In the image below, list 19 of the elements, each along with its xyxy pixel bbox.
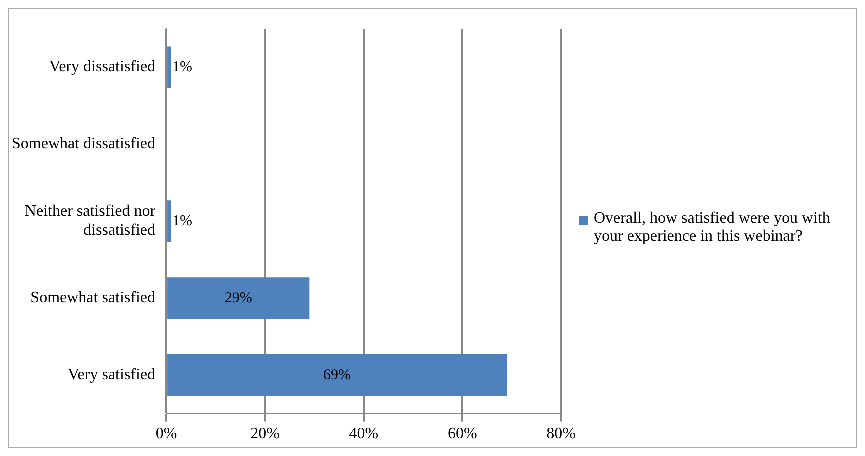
y-tick-label: Neither satisfied nor dissatisfied [24, 203, 156, 240]
y-tick-label: Somewhat satisfied [30, 290, 156, 307]
x-tick-label: 20% [250, 426, 280, 443]
x-tick-label: 40% [349, 426, 379, 443]
data-label: 1% [172, 59, 192, 76]
bar [168, 200, 172, 242]
legend-label: Overall, how satisfied were you with your experience in this webinar? [594, 210, 832, 246]
y-tick-label: Somewhat dissatisfied [12, 136, 156, 153]
x-tick-label: 80% [546, 426, 576, 443]
x-tick-label: 60% [448, 426, 478, 443]
y-tick-label: Very dissatisfied [49, 58, 156, 76]
x-tick-label: 0% [156, 426, 178, 443]
bar [168, 354, 508, 396]
bar [168, 278, 310, 320]
bar [168, 46, 172, 88]
data-label: 69% [324, 367, 352, 384]
data-label: 29% [224, 290, 252, 306]
y-tick-label: Very satisfied [68, 366, 156, 384]
data-label: 1% [172, 213, 192, 230]
